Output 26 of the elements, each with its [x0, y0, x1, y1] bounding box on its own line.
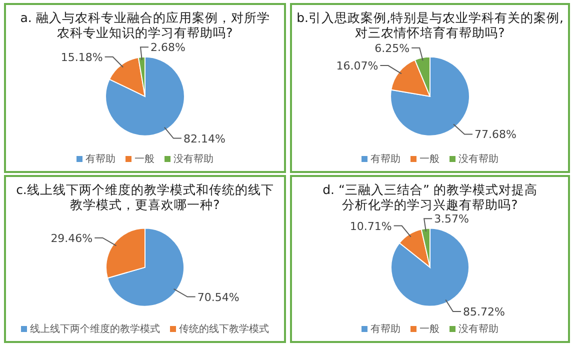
legend-label: 一般 [420, 324, 440, 335]
legend-label: 有帮助 [370, 323, 400, 335]
chart-title: b.引入思政案例,特别是与农业学科有关的案例,对三农情怀培育有帮助吗? [296, 10, 564, 40]
data-label: 85.72% [462, 305, 505, 318]
data-label: 3.57% [434, 212, 470, 226]
legend-label: 没有帮助 [458, 153, 498, 165]
data-label: 77.68% [474, 128, 516, 142]
chart-title: d. “三融入三结合” 的教学模式对提高分析化学的学习兴趣有帮助吗? [322, 182, 538, 212]
data-label: 15.18% [60, 50, 103, 64]
data-label: 82.14% [183, 132, 226, 146]
legend-label: 一般 [420, 154, 440, 165]
legend-label: 传统的线下教学模式 [179, 323, 269, 335]
chart-title: a. 融入与农科专业融合的应用案例，对所学农科专业知识的学习有帮助吗? [20, 10, 270, 40]
data-label: 29.46% [50, 232, 93, 245]
data-label: 2.68% [150, 41, 186, 54]
legend-label: 线上线下两个维度的教学模式 [30, 323, 160, 335]
data-label: 6.25% [374, 42, 410, 55]
legend-label: 一般 [134, 154, 154, 165]
legend-label: 有帮助 [86, 153, 116, 165]
chart-title: c.线上线下两个维度的教学模式和传统的线下教学模式，更喜欢哪一种? [16, 182, 274, 212]
legend-label: 有帮助 [370, 153, 400, 165]
legend-label: 没有帮助 [458, 323, 498, 335]
data-label: 10.71% [350, 220, 392, 233]
legend-label: 没有帮助 [174, 153, 214, 165]
data-label: 70.54% [197, 290, 240, 304]
data-label: 16.07% [336, 60, 378, 73]
